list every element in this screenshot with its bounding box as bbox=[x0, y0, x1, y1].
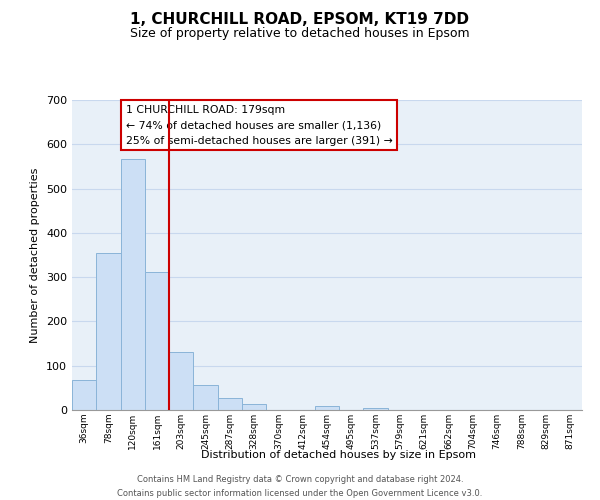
Bar bbox=[96, 253, 121, 410]
Bar bbox=[145, 272, 169, 410]
Bar bbox=[315, 406, 339, 410]
Bar bbox=[169, 352, 193, 410]
Y-axis label: Number of detached properties: Number of detached properties bbox=[31, 168, 40, 342]
Text: 1 CHURCHILL ROAD: 179sqm
← 74% of detached houses are smaller (1,136)
25% of sem: 1 CHURCHILL ROAD: 179sqm ← 74% of detach… bbox=[125, 104, 392, 146]
Bar bbox=[364, 408, 388, 410]
Bar bbox=[121, 159, 145, 410]
Text: 1, CHURCHILL ROAD, EPSOM, KT19 7DD: 1, CHURCHILL ROAD, EPSOM, KT19 7DD bbox=[131, 12, 470, 28]
Bar bbox=[218, 398, 242, 410]
Bar bbox=[193, 385, 218, 410]
Bar bbox=[242, 404, 266, 410]
Text: Size of property relative to detached houses in Epsom: Size of property relative to detached ho… bbox=[130, 28, 470, 40]
Text: Contains HM Land Registry data © Crown copyright and database right 2024.
Contai: Contains HM Land Registry data © Crown c… bbox=[118, 476, 482, 498]
Text: Distribution of detached houses by size in Epsom: Distribution of detached houses by size … bbox=[202, 450, 476, 460]
Bar bbox=[72, 380, 96, 410]
